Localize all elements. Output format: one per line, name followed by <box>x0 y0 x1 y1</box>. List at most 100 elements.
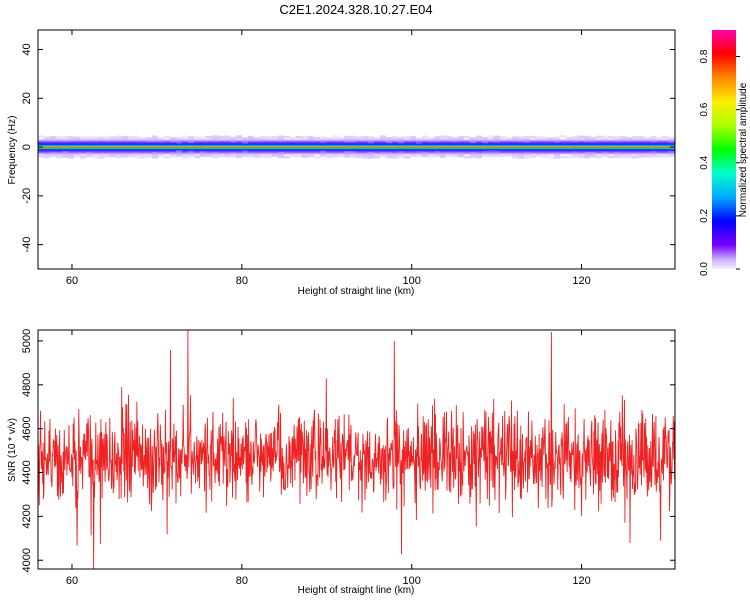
band-texture-cell <box>80 136 86 140</box>
band-texture-cell <box>458 152 464 158</box>
spectrogram-y-tick-label-0: 40 <box>21 43 33 55</box>
band-texture-cell <box>644 154 650 158</box>
band-texture-cell <box>260 135 266 141</box>
band-texture-cell <box>542 154 548 159</box>
band-texture-cell <box>500 136 506 139</box>
band-texture-cell <box>248 135 254 141</box>
band-texture-cell <box>374 137 380 141</box>
band-texture-cell <box>242 150 248 158</box>
band-texture-cell <box>74 153 80 158</box>
band-texture-cell <box>410 135 416 140</box>
band-texture-cell <box>170 136 176 143</box>
band-texture-cell <box>236 135 242 139</box>
band-texture-cell <box>392 136 398 142</box>
band-texture-cell <box>542 136 548 141</box>
band-texture-cell <box>296 136 302 139</box>
band-texture-cell <box>416 137 422 144</box>
band-texture-cell <box>230 151 236 158</box>
band-texture-cell <box>290 154 296 158</box>
band-texture-cell <box>554 152 560 159</box>
snr-y-tick-label-4: 4800 <box>21 373 33 397</box>
band-texture-cell <box>308 153 314 158</box>
band-texture-cell <box>356 153 362 158</box>
band-texture-cell <box>224 153 230 158</box>
spectrogram-x-tick-label-2: 100 <box>403 275 421 287</box>
band-texture-cell <box>290 137 296 140</box>
spectrogram-x-axis-label: Height of straight line (km) <box>298 286 415 297</box>
band-texture-cell <box>578 135 584 139</box>
band-texture-cell <box>260 153 266 159</box>
band-texture-cell <box>194 155 200 159</box>
chart-title: C2E1.2024.328.10.27.E04 <box>279 2 432 17</box>
band-texture-cell <box>176 137 182 144</box>
snr-y-tick-label-1: 4200 <box>21 504 33 528</box>
band-texture-cell <box>308 135 314 141</box>
band-texture-cell <box>86 135 92 142</box>
band-texture-cell <box>554 136 560 143</box>
snr-plot-frame <box>37 329 676 570</box>
band-texture-cell <box>500 154 506 158</box>
snr-x-axis-label: Height of straight line (km) <box>298 585 415 596</box>
band-texture-cell <box>566 156 572 159</box>
band-texture-cell <box>644 136 650 140</box>
band-texture-cell <box>122 153 128 158</box>
band-texture-cell <box>326 155 332 159</box>
band-texture-cell <box>494 135 500 143</box>
band-texture-cell <box>662 155 668 158</box>
band-texture-cell <box>50 151 56 158</box>
band-texture-cell <box>584 152 590 159</box>
band-texture-cell <box>380 151 386 158</box>
spectrogram-y-tick-label-4: -40 <box>21 237 33 253</box>
band-texture-cell <box>668 136 674 143</box>
band-texture-cell <box>272 135 278 140</box>
band-texture-cell <box>476 135 482 140</box>
band-texture-cell <box>620 136 626 141</box>
band-texture-cell <box>320 150 326 158</box>
colorbar-tick-label-0: 0.0 <box>699 262 710 276</box>
band-texture-cell <box>56 152 62 159</box>
snr-x-tick-label-0: 60 <box>66 575 78 587</box>
band-texture-cell <box>74 136 80 141</box>
band-texture-cell <box>212 135 218 142</box>
band-texture-cell <box>440 152 446 158</box>
snr-y-tick-label-0: 4000 <box>21 548 33 572</box>
band-texture-cell <box>392 153 398 159</box>
band-texture-cell <box>422 135 428 141</box>
colorbar-tick-label-3: 0.6 <box>699 102 710 116</box>
band-texture-cell <box>368 136 374 144</box>
band-texture-cell <box>338 154 344 157</box>
band-texture-cell <box>620 153 626 158</box>
band-texture-cell <box>134 135 140 142</box>
snr-panel: 60 80 100 120 4000 4200 4400 4600 4800 5000 Heig… <box>7 329 676 596</box>
band-texture-cell <box>602 135 608 142</box>
band-texture-cell <box>302 154 308 158</box>
band-texture-cell <box>560 156 566 159</box>
spectrogram-y-tick-label-3: -20 <box>21 188 33 204</box>
band-texture-cell <box>656 155 662 158</box>
band-texture-cell <box>548 156 554 159</box>
band-texture-cell <box>560 135 566 138</box>
band-texture-cell <box>572 135 578 142</box>
band-texture-cell <box>590 136 596 143</box>
band-texture-cell <box>86 151 92 158</box>
spectrogram-x-tick-label-3: 120 <box>572 275 590 287</box>
band-texture-cell <box>98 136 104 141</box>
band-texture-cell <box>608 155 614 159</box>
band-texture-cell <box>458 136 464 142</box>
colorbar-label: Normalized spectral amplitude <box>738 82 749 217</box>
band-texture-cell <box>188 150 194 158</box>
colorbar-tick-label-2: 0.4 <box>699 155 710 169</box>
band-texture-cell <box>254 153 260 158</box>
spectrogram-y-ticks: 40 20 0 -20 -40 <box>21 43 675 253</box>
band-texture-cell <box>92 136 98 142</box>
band-texture-cell <box>38 155 44 158</box>
colorbar: 0.0 0.2 0.4 0.6 0.8 Normalized spectral ampl… <box>699 30 749 276</box>
band-texture-cell <box>296 155 302 158</box>
band-texture-cell <box>302 135 308 139</box>
band-texture-cell <box>662 136 668 139</box>
band-texture-cell <box>422 151 428 158</box>
band-texture-cell <box>134 152 140 159</box>
band-texture-cell <box>434 136 440 143</box>
band-texture-cell <box>650 136 656 143</box>
band-texture-cell <box>62 151 68 158</box>
